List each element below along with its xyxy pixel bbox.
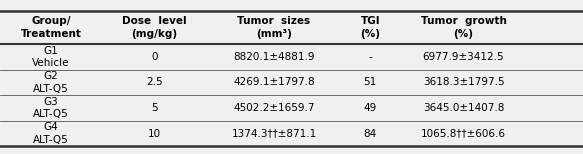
Text: 2.5: 2.5 <box>146 77 163 87</box>
Text: 4269.1±1797.8: 4269.1±1797.8 <box>233 77 315 87</box>
Text: Tumor  sizes
(mm³): Tumor sizes (mm³) <box>237 16 311 39</box>
Text: 1065.8††±606.6: 1065.8††±606.6 <box>421 128 506 138</box>
Text: G1
Vehicle: G1 Vehicle <box>32 46 70 68</box>
Text: -: - <box>368 52 372 62</box>
Text: Tumor  growth
(%): Tumor growth (%) <box>420 16 507 39</box>
Text: 3618.3±1797.5: 3618.3±1797.5 <box>423 77 504 87</box>
Text: 5: 5 <box>151 103 158 113</box>
Text: G3
ALT-Q5: G3 ALT-Q5 <box>33 97 69 119</box>
Text: 4502.2±1659.7: 4502.2±1659.7 <box>233 103 315 113</box>
Text: 1374.3††±871.1: 1374.3††±871.1 <box>231 128 317 138</box>
Text: Group/
Treatment: Group/ Treatment <box>20 16 82 39</box>
Text: 3645.0±1407.8: 3645.0±1407.8 <box>423 103 504 113</box>
Text: TGI
(%): TGI (%) <box>360 16 380 39</box>
Text: 49: 49 <box>364 103 377 113</box>
Text: 10: 10 <box>148 128 161 138</box>
Text: 84: 84 <box>364 128 377 138</box>
Text: Dose  level
(mg/kg): Dose level (mg/kg) <box>122 16 187 39</box>
Text: G2
ALT-Q5: G2 ALT-Q5 <box>33 71 69 93</box>
Text: 0: 0 <box>151 52 158 62</box>
Text: G4
ALT-Q5: G4 ALT-Q5 <box>33 122 69 145</box>
Text: 6977.9±3412.5: 6977.9±3412.5 <box>423 52 504 62</box>
Text: 51: 51 <box>364 77 377 87</box>
Text: 8820.1±4881.9: 8820.1±4881.9 <box>233 52 315 62</box>
